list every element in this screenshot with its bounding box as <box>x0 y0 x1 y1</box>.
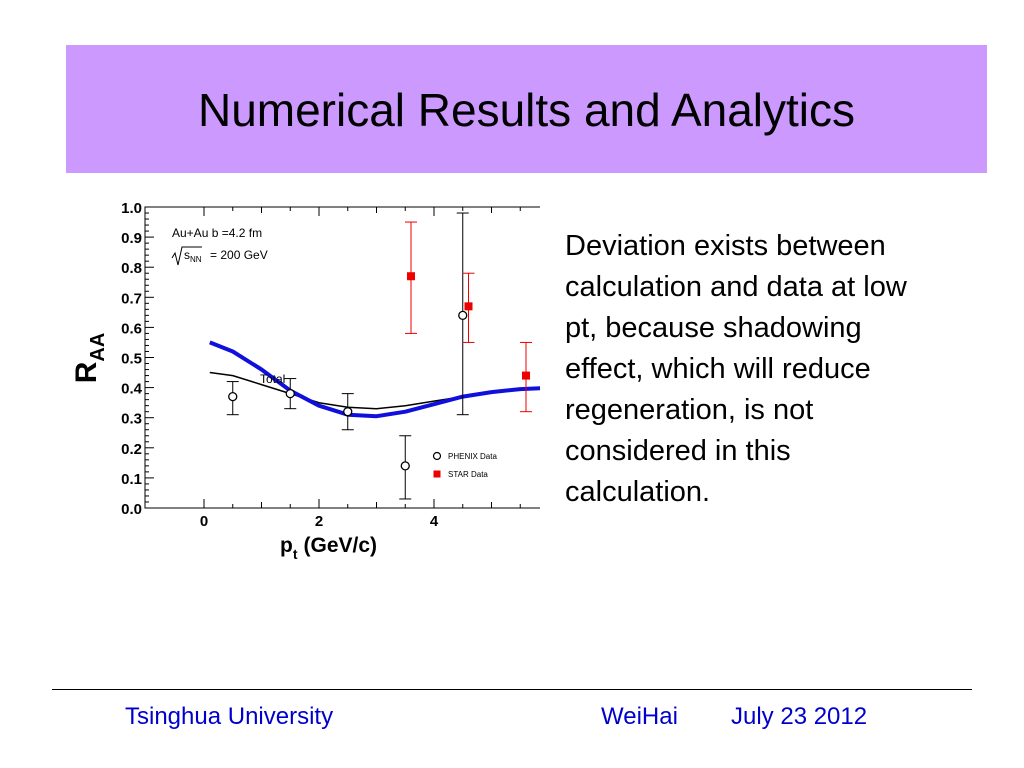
y-tick-label: 0.9 <box>121 230 142 247</box>
legend-label-star: STAR Data <box>448 470 488 479</box>
y-tick-label: 0.4 <box>121 381 143 398</box>
star-data-point <box>522 371 530 380</box>
footer-location: WeiHai <box>601 703 678 730</box>
model-curve <box>209 340 555 419</box>
x-axis-label: p <box>280 534 293 557</box>
y-axis-label-sub: AA <box>87 333 109 362</box>
legend-label-phenix: PHENIX Data <box>448 452 497 461</box>
x-axis-title: pt (GeV/c) <box>280 534 377 562</box>
annotation-energy: = 200 GeV <box>210 248 268 262</box>
phenix-data-point <box>343 407 353 417</box>
body-line: calculation. <box>565 476 711 508</box>
y-axis-label: R <box>70 361 103 383</box>
x-tick-label: 0 <box>200 513 208 530</box>
footer-date: July 23 2012 <box>731 703 868 730</box>
slide-title: Numerical Results and Analytics <box>197 84 856 136</box>
annotation-sqrt-s-sub: NN <box>190 255 202 264</box>
body-line: considered in this <box>565 435 791 467</box>
data-points <box>226 206 590 500</box>
title-band: Numerical Results and Analytics <box>66 45 987 173</box>
footer-divider <box>52 689 972 690</box>
axis-ticks: 0.00.10.20.30.40.50.60.70.80.91.00246 <box>121 200 588 530</box>
legend-marker-star <box>433 470 441 478</box>
x-tick-label: 2 <box>315 513 323 530</box>
x-axis-label-sub: t <box>293 546 298 562</box>
y-tick-label: 0.8 <box>121 260 142 277</box>
body-line: regeneration, is not <box>565 394 814 426</box>
model-curves <box>209 340 555 419</box>
star-data-point <box>464 302 473 311</box>
y-axis-title: RAA <box>70 333 109 384</box>
body-line: Deviation exists between <box>565 230 886 262</box>
phenix-data-point <box>400 461 410 471</box>
raa-chart: 0.00.10.20.30.40.50.60.70.80.91.00246 RA… <box>60 190 590 580</box>
y-tick-label: 0.0 <box>121 501 142 518</box>
y-tick-label: 1.0 <box>121 200 142 217</box>
phenix-data-point <box>285 388 295 399</box>
phenix-data-point <box>228 391 238 402</box>
legend-marker-phenix <box>432 451 442 461</box>
y-tick-label: 0.5 <box>121 351 142 368</box>
body-line: pt, because shadowing <box>565 312 862 344</box>
annotation-sqrt-s: sNN <box>184 248 202 264</box>
footer-institution: Tsinghua University <box>125 703 334 730</box>
body-text: Deviation exists between calculation and… <box>565 226 985 513</box>
y-tick-label: 0.7 <box>121 290 142 307</box>
plot-frame <box>144 206 589 509</box>
body-line: calculation and data at low <box>565 271 907 303</box>
y-tick-label: 0.1 <box>121 471 142 488</box>
x-axis-unit: (GeV/c) <box>304 534 378 557</box>
x-tick-label: 4 <box>430 513 439 530</box>
annotation-sqrt-s-var: s <box>184 248 190 262</box>
y-tick-label: 0.6 <box>121 320 142 337</box>
raa-chart-svg: 0.00.10.20.30.40.50.60.70.80.91.00246 RA… <box>70 200 590 562</box>
phenix-data-point <box>458 310 468 321</box>
sqrt-sign <box>171 246 202 266</box>
body-line: effect, which will reduce <box>565 353 871 385</box>
y-tick-label: 0.2 <box>121 441 142 458</box>
y-tick-label: 0.3 <box>121 411 142 428</box>
star-data-point <box>407 272 415 281</box>
annotation-system: Au+Au b =4.2 fm <box>172 226 262 240</box>
curve-label-total: Total <box>260 372 285 386</box>
